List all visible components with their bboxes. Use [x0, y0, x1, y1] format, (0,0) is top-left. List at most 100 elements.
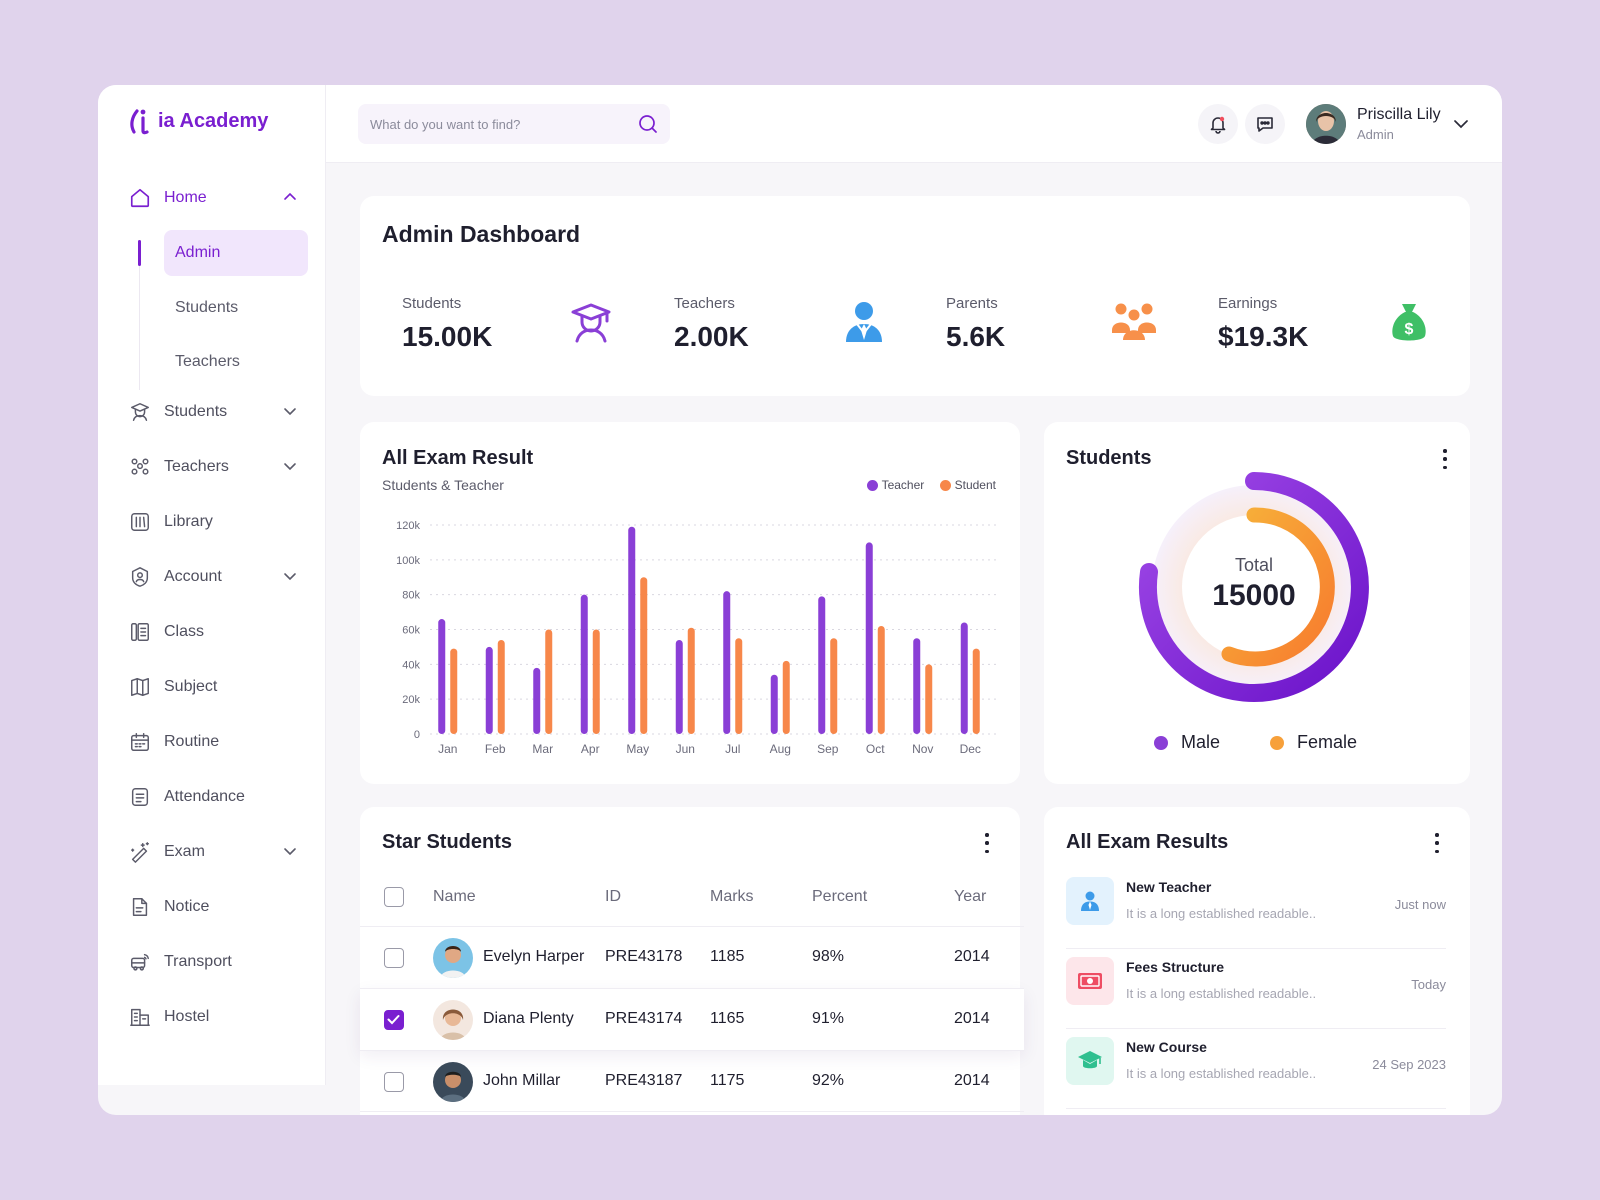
sidebar-item-attendance[interactable]: Attendance: [128, 781, 298, 813]
sidebar-item-subject[interactable]: Subject: [128, 671, 298, 703]
bar-teacher-may[interactable]: [628, 526, 636, 734]
bar-teacher-apr[interactable]: [580, 594, 588, 734]
dashboard-summary-card: Admin Dashboard: [360, 196, 1470, 396]
bar-student-nov[interactable]: [925, 664, 933, 734]
sidebar-item-account[interactable]: Account: [128, 561, 298, 593]
bar-student-jul[interactable]: [735, 638, 743, 734]
stat-card-earnings[interactable]: Earnings $19.3K $: [1199, 274, 1447, 374]
sidebar-item-label: Exam: [164, 843, 205, 860]
bar-student-may[interactable]: [640, 577, 648, 734]
bar-student-dec[interactable]: [972, 648, 980, 734]
bar-student-jun[interactable]: [687, 627, 695, 734]
y-tick-label: 80k: [402, 590, 420, 602]
sidebar-item-label: Account: [164, 568, 222, 585]
chevron-up-icon[interactable]: [282, 189, 298, 205]
table-row[interactable]: Diana Plenty PRE43174 1165 91% 2014: [360, 988, 1024, 1050]
bar-teacher-feb[interactable]: [485, 646, 493, 734]
bus-icon: [128, 950, 152, 974]
column-header-percent[interactable]: Percent: [812, 888, 868, 905]
bar-student-mar[interactable]: [545, 629, 553, 735]
y-tick-label: 20k: [402, 694, 420, 706]
list-item[interactable]: New Course It is a long established read…: [1066, 1029, 1446, 1109]
topbar: Priscilla Lily Admin: [326, 85, 1502, 163]
sidebar-item-notice[interactable]: Notice: [128, 891, 298, 923]
column-header-name[interactable]: Name: [433, 888, 476, 905]
table-row[interactable]: Evelyn Harper PRE43178 1185 98% 2014: [360, 926, 1024, 988]
more-options-icon[interactable]: [1434, 833, 1440, 853]
sidebar-item-routine[interactable]: Routine: [128, 726, 298, 758]
y-tick-label: 60k: [402, 625, 420, 637]
female-arc[interactable]: [1221, 507, 1335, 667]
sidebar-item-class[interactable]: Class: [128, 616, 298, 648]
bar-teacher-jan[interactable]: [438, 619, 446, 734]
sidebar-item-home[interactable]: Home: [128, 182, 298, 214]
bar-teacher-mar[interactable]: [533, 667, 541, 734]
row-checkbox[interactable]: [384, 1010, 404, 1030]
app-window: ia Academy Home Admin Students Teachers …: [98, 85, 1502, 1115]
avatar[interactable]: [1306, 104, 1346, 144]
subitem-students[interactable]: Students: [175, 299, 239, 316]
bar-teacher-aug[interactable]: [770, 674, 778, 734]
chevron-down-icon[interactable]: [282, 403, 298, 419]
notification-button[interactable]: [1198, 104, 1238, 144]
row-checkbox[interactable]: [384, 1072, 404, 1092]
legend-item-teacher[interactable]: Teacher: [867, 478, 924, 492]
chevron-down-icon[interactable]: [282, 458, 298, 474]
student-marks: 1165: [710, 1010, 745, 1027]
bar-student-oct[interactable]: [877, 626, 885, 734]
bar-teacher-nov[interactable]: [913, 638, 921, 734]
column-header-id[interactable]: ID: [605, 888, 621, 905]
submenu-line: [139, 240, 140, 390]
row-checkbox[interactable]: [384, 948, 404, 968]
sidebar-item-teachers[interactable]: Teachers: [128, 451, 298, 483]
family-icon: [1112, 303, 1156, 340]
messages-button[interactable]: [1245, 104, 1285, 144]
chevron-down-icon[interactable]: [282, 568, 298, 584]
male-arc[interactable]: [1138, 472, 1369, 702]
search-icon[interactable]: [638, 114, 658, 134]
bar-student-sep[interactable]: [830, 638, 838, 734]
bar-student-apr[interactable]: [592, 629, 600, 735]
sidebar-item-exam[interactable]: Exam: [128, 836, 298, 868]
table-row[interactable]: John Millar PRE43187 1175 92% 2014: [360, 1050, 1024, 1112]
svg-text:$: $: [1405, 321, 1414, 338]
student-percent: 91%: [812, 1010, 845, 1027]
chevron-down-icon[interactable]: [282, 843, 298, 859]
bar-teacher-oct[interactable]: [865, 542, 873, 734]
sidebar-item-students[interactable]: Students: [128, 396, 298, 428]
bar-teacher-jul[interactable]: [723, 591, 731, 734]
more-options-icon[interactable]: [1442, 449, 1448, 469]
brand-logo[interactable]: ia Academy: [128, 107, 268, 135]
chevron-down-icon[interactable]: [1452, 115, 1470, 133]
x-tick-label: Jun: [676, 742, 695, 756]
list-item[interactable]: New Teacher It is a long established rea…: [1066, 869, 1446, 949]
select-all-checkbox[interactable]: [384, 887, 404, 907]
stat-card-students[interactable]: Students 15.00K: [383, 274, 631, 374]
bar-teacher-sep[interactable]: [818, 596, 826, 734]
subject-icon: [128, 675, 152, 699]
bar-student-jan[interactable]: [450, 648, 458, 734]
donut-legend-male[interactable]: Male: [1154, 732, 1220, 753]
subitem-admin[interactable]: Admin: [164, 230, 308, 276]
subitem-teachers[interactable]: Teachers: [175, 353, 240, 370]
stat-card-parents[interactable]: Parents 5.6K: [927, 274, 1175, 374]
stat-card-teachers[interactable]: Teachers 2.00K: [655, 274, 903, 374]
search-input[interactable]: [358, 104, 618, 144]
x-tick-label: Oct: [866, 742, 885, 756]
more-options-icon[interactable]: [984, 833, 990, 853]
stat-label: Parents: [946, 295, 998, 312]
user-avatar-icon: [1306, 104, 1346, 144]
donut-legend-female[interactable]: Female: [1270, 732, 1357, 753]
legend-item-student[interactable]: Student: [940, 478, 996, 492]
bar-teacher-dec[interactable]: [960, 622, 968, 734]
column-header-year[interactable]: Year: [954, 888, 987, 905]
sidebar-item-hostel[interactable]: Hostel: [128, 1001, 298, 1033]
sidebar-item-transport[interactable]: Transport: [128, 946, 298, 978]
exam-icon: [128, 840, 152, 864]
bar-teacher-jun[interactable]: [675, 639, 683, 734]
list-item[interactable]: Fees Structure It is a long established …: [1066, 949, 1446, 1029]
column-header-marks[interactable]: Marks: [710, 888, 754, 905]
sidebar-item-library[interactable]: Library: [128, 506, 298, 538]
bar-student-aug[interactable]: [782, 660, 790, 734]
bar-student-feb[interactable]: [497, 639, 505, 734]
